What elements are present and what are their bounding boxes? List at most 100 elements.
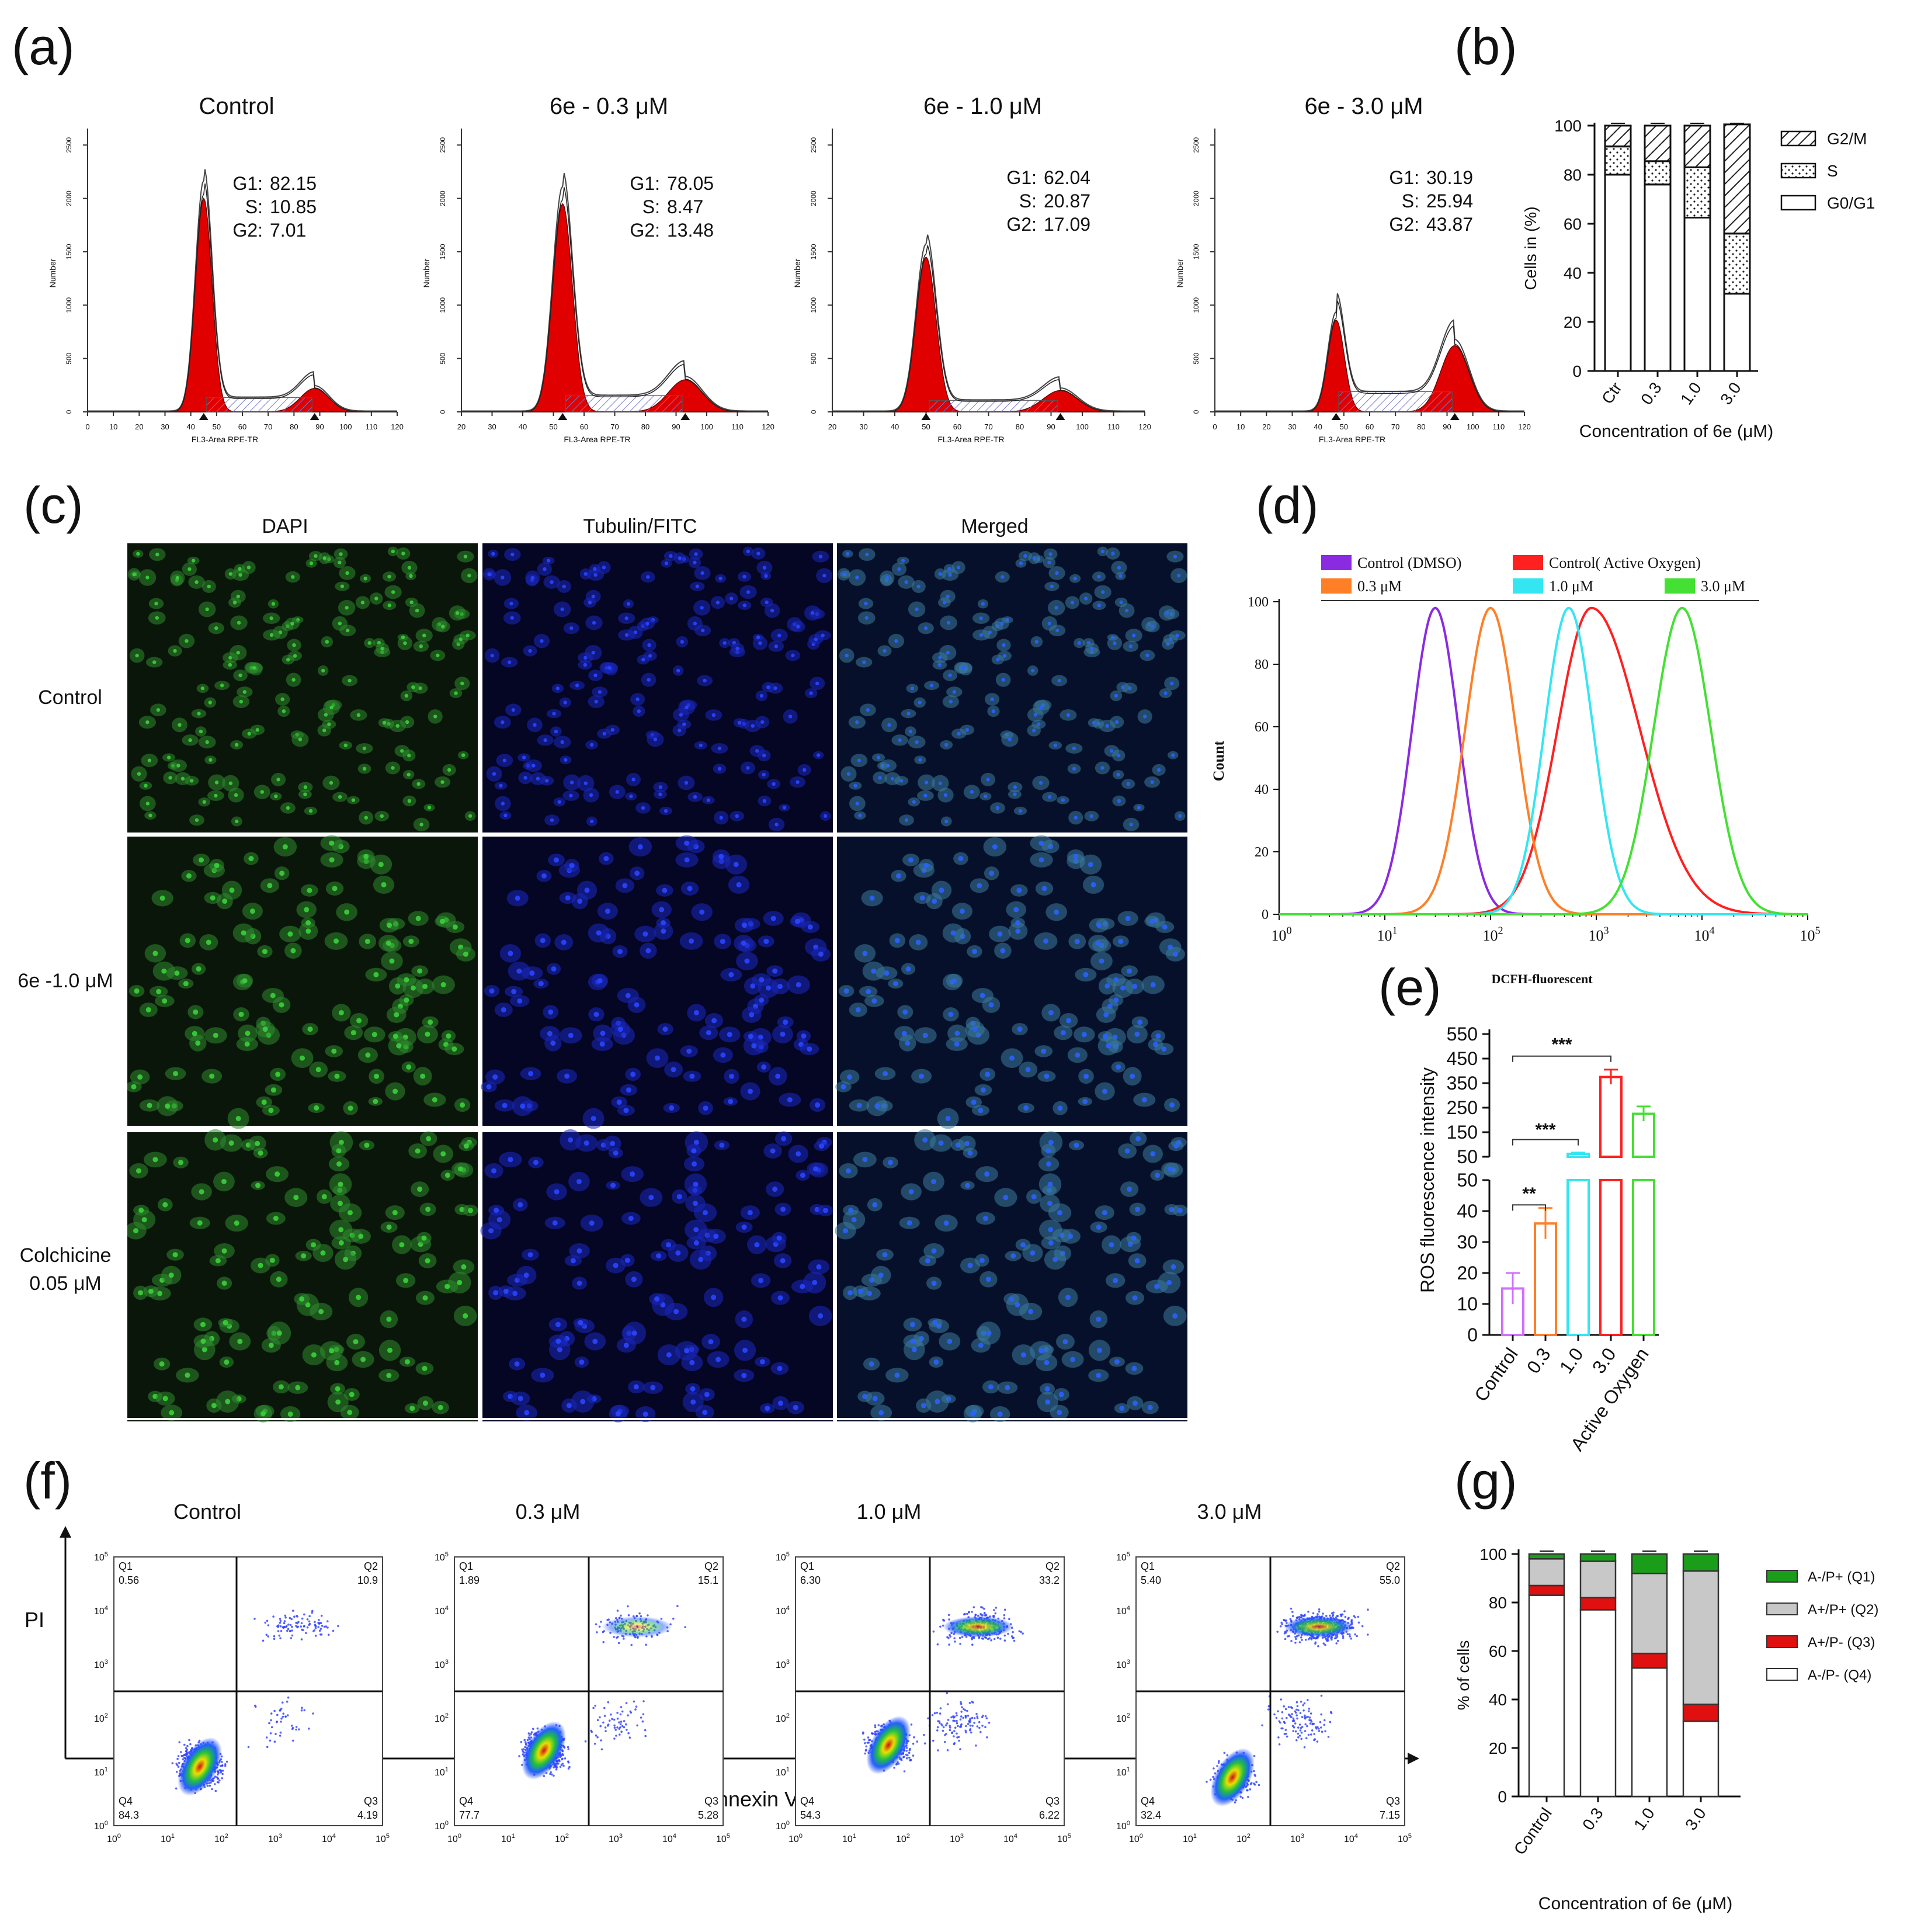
cell-nucleus <box>704 1392 710 1397</box>
cell-nucleus <box>1002 643 1006 647</box>
cell-nucleus <box>741 1316 747 1322</box>
cell-nucleus <box>744 958 750 964</box>
cell-nucleus <box>569 793 573 798</box>
cell-nucleus <box>605 908 610 914</box>
cell-nucleus <box>576 1248 582 1254</box>
cell-nucleus <box>321 1194 327 1199</box>
cell-nucleus <box>463 951 468 957</box>
cell-nucleus <box>633 1384 639 1390</box>
cell-nucleus <box>727 1032 732 1038</box>
cell-nucleus <box>733 862 739 868</box>
cell-nucleus <box>221 1248 227 1254</box>
cell-nucleus <box>1120 985 1126 991</box>
cell-nucleus <box>575 684 579 688</box>
x-tick-label: 100 <box>339 422 352 431</box>
cell-nucleus <box>422 1400 428 1406</box>
event-dot <box>332 1629 335 1632</box>
event-dot <box>314 1624 317 1627</box>
cell-nucleus <box>809 691 813 695</box>
event-dot <box>209 1784 211 1787</box>
cell-nucleus <box>569 626 574 630</box>
cell-nucleus <box>615 1411 621 1417</box>
event-dot <box>284 1617 287 1619</box>
x-tick-label: 80 <box>290 422 298 431</box>
cell-nucleus <box>446 1033 451 1039</box>
cell-nucleus <box>214 863 220 869</box>
cell-nucleus <box>970 1411 975 1417</box>
cell-nucleus <box>1102 1210 1107 1216</box>
cell-nucleus <box>273 1215 279 1221</box>
cell-nucleus <box>691 1148 697 1154</box>
event-dot <box>308 1620 311 1623</box>
y-tick-label: 105 <box>776 1551 790 1563</box>
cell-nucleus <box>1099 958 1104 964</box>
event-dot <box>292 1610 294 1612</box>
cell-nucleus <box>409 600 414 605</box>
event-dot <box>284 1715 287 1718</box>
event-dot <box>561 1757 564 1760</box>
cell-nucleus <box>624 633 629 637</box>
panel-label-b: (b) <box>1454 18 1517 75</box>
peak-marker <box>558 413 568 420</box>
event-dot <box>947 1719 950 1721</box>
cell-nucleus <box>1096 922 1102 928</box>
x-tick-label: 60 <box>580 422 588 431</box>
y-tick-label: 1000 <box>65 297 73 313</box>
cell-nucleus <box>325 640 329 644</box>
cell-nucleus <box>1135 1136 1141 1142</box>
y-tick-label: 2500 <box>439 137 447 153</box>
cell-nucleus <box>981 602 985 606</box>
cell-nucleus <box>440 1151 446 1157</box>
cell-nucleus <box>425 1258 430 1264</box>
event-dot <box>319 1628 322 1630</box>
x-tick-label: 3.0 <box>1717 379 1745 408</box>
cell-nucleus <box>807 1046 812 1052</box>
y-tick-label: 100 <box>435 1820 449 1832</box>
cell-nucleus <box>224 1359 230 1365</box>
event-dot <box>614 1729 617 1731</box>
legend-label: G0/G1 <box>1827 194 1875 212</box>
event-dot <box>676 1605 679 1607</box>
cell-nucleus <box>1083 972 1089 977</box>
legend-label: 0.3 μM <box>1357 578 1402 595</box>
cell-nucleus <box>1032 729 1036 733</box>
cell-nucleus <box>335 1399 341 1405</box>
cell-nucleus <box>871 998 877 1004</box>
cell-nucleus <box>382 720 387 725</box>
cell-nucleus <box>141 1217 147 1223</box>
cell-nucleus <box>1070 1357 1076 1362</box>
cell-nucleus <box>590 1116 596 1122</box>
event-dot <box>218 1779 221 1782</box>
event-dot <box>623 1638 625 1640</box>
event-dot <box>217 1781 220 1784</box>
x-tick-label: 70 <box>264 422 272 431</box>
cell-nucleus <box>461 1264 467 1270</box>
cell-nucleus <box>872 1202 878 1208</box>
cell-nucleus <box>258 1150 263 1156</box>
cell-nucleus <box>684 857 690 863</box>
cell-nucleus <box>533 723 537 727</box>
y-tick-label: 100 <box>94 1820 108 1832</box>
cell-nucleus <box>703 1105 708 1111</box>
cell-nucleus <box>547 1031 553 1036</box>
cell-nucleus <box>134 988 140 994</box>
cell-nucleus <box>1097 574 1101 579</box>
event-dot <box>279 1731 282 1734</box>
stat-value: 62.04 <box>1044 167 1090 188</box>
event-dot <box>273 1740 276 1743</box>
x-tick-label: 103 <box>1588 924 1609 944</box>
cell-nucleus <box>653 737 658 741</box>
cell-nucleus <box>401 551 405 556</box>
cell-nucleus <box>560 740 564 744</box>
micrograph-column-label: Merged <box>961 515 1028 537</box>
event-dot <box>303 1709 305 1712</box>
g1-peak-fill <box>882 256 970 412</box>
event-dot <box>305 1632 307 1635</box>
cell-nucleus <box>686 1048 692 1054</box>
cell-nucleus <box>176 764 180 768</box>
y-tick-label: 0 <box>1192 410 1200 414</box>
significance-label: *** <box>1551 1035 1572 1055</box>
x-tick-label: 100 <box>447 1833 461 1844</box>
cell-nucleus <box>583 663 588 667</box>
panel-label-d: (d) <box>1256 476 1319 534</box>
